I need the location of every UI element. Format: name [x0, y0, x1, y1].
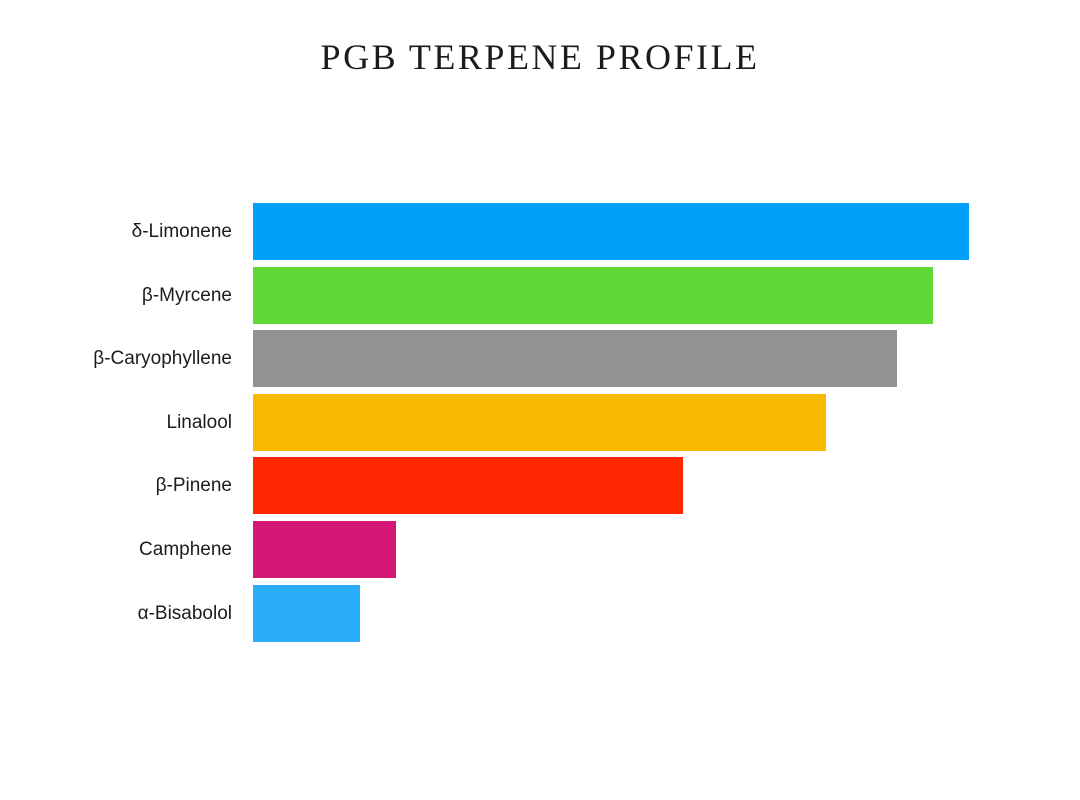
category-label: Camphene: [139, 538, 232, 560]
bar-track: [253, 203, 969, 260]
chart-row: Camphene: [0, 520, 969, 578]
category-label: Linalool: [166, 411, 233, 433]
bar-track: [253, 584, 969, 642]
category-label: β-Pinene: [155, 475, 232, 497]
bar-linalool: [253, 393, 826, 451]
bar-limonene: [253, 203, 969, 260]
category-label: β-Myrcene: [141, 284, 232, 306]
category-label: δ-Limonene: [131, 221, 232, 242]
bar-track: [253, 520, 969, 578]
bar-track: [253, 330, 969, 388]
bar-rows: δ-Limonene β-Myrcene β-Caryophyllene Linalo…: [0, 203, 969, 642]
bar-track: [253, 266, 969, 324]
bar-bisabolol: [253, 584, 361, 642]
bar-caryophyllene: [253, 330, 898, 388]
bar-chart: δ-Limonene β-Myrcene β-Caryophyllene Linalo…: [0, 203, 969, 648]
bar-myrcene: [253, 266, 934, 324]
chart-title: PGB TERPENE PROFILE: [320, 37, 760, 77]
chart-row: β-Caryophyllene: [0, 330, 969, 388]
bar-track: [253, 393, 969, 451]
chart-row: β-Pinene: [0, 457, 969, 515]
chart-row: α-Bisabolol: [0, 584, 969, 642]
bar-camphene: [253, 520, 397, 578]
bar-track: [253, 457, 969, 515]
category-label: β-Caryophyllene: [93, 348, 232, 370]
chart-row: Linalool: [0, 393, 969, 451]
chart-row: β-Myrcene: [0, 266, 969, 324]
bar-pinene: [253, 457, 683, 515]
chart-row: δ-Limonene: [0, 203, 969, 260]
category-label: α-Bisabolol: [137, 602, 232, 624]
